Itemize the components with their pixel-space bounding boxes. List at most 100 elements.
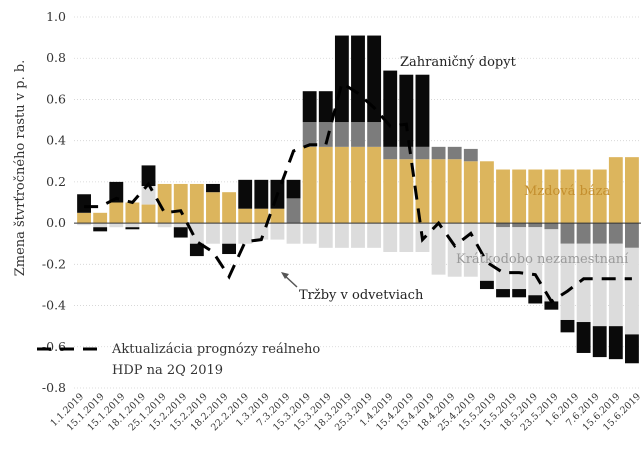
bar-segment [608, 326, 623, 360]
bar-segment [544, 169, 559, 224]
y-axis-label: Zmena štvrťročného rastu v p. b. [13, 60, 28, 277]
bar-segment [399, 223, 414, 252]
bar-segment [222, 223, 237, 244]
bar-segment [576, 223, 591, 244]
bar-segment [512, 223, 527, 228]
bar-segment [447, 159, 462, 224]
bar-segment [157, 183, 172, 224]
bar-segment [125, 227, 140, 230]
bar-segment [367, 122, 382, 147]
bar-segment [512, 289, 527, 298]
bar-segment [592, 169, 607, 224]
bar-segment [496, 223, 510, 228]
bar-segment [77, 194, 91, 213]
annotation-zahranicny-dopyt: Zahraničný dopyt [400, 55, 517, 70]
bar-segment [254, 179, 269, 209]
y-tick-label: 1.0 [46, 9, 66, 24]
bar-segment [238, 208, 253, 224]
bar-segment [608, 157, 623, 224]
bar-segment [447, 223, 462, 277]
annotation-trzby-v-odvetviach: Tržby v odvetviach [299, 288, 424, 303]
bar-segment [528, 223, 543, 228]
bar-segment [544, 301, 559, 310]
bar-segment [560, 169, 575, 224]
bar-segment [351, 35, 365, 123]
bar-segment [367, 35, 382, 123]
bar-segment [415, 159, 430, 224]
bar-segment [625, 223, 639, 248]
bar-segment [528, 295, 543, 304]
bar-segment [512, 169, 527, 224]
bar-segment [334, 223, 349, 248]
bar-segment [447, 146, 462, 160]
bar-segment [302, 223, 317, 244]
bar-segment [222, 243, 237, 255]
y-tick-label: 0.4 [46, 133, 66, 148]
bar-segment [496, 169, 510, 224]
bar-segment [189, 223, 204, 244]
bar-segment [270, 208, 285, 224]
bar-segment [238, 179, 253, 209]
bar-segment [576, 243, 591, 323]
bar-segment [625, 334, 639, 364]
bar-segment [479, 161, 494, 224]
bar-segment [318, 122, 333, 147]
bar-segment [544, 223, 559, 230]
bar-segment [544, 229, 559, 302]
bar-segment [157, 223, 172, 228]
y-tick-label: 0.2 [46, 174, 66, 189]
bar-segment [206, 183, 220, 193]
forecast-line [84, 80, 632, 304]
bar-segment [383, 70, 398, 147]
bar-segment [399, 159, 414, 224]
bar-segment [528, 169, 543, 224]
bar-segment [415, 74, 430, 147]
bar-segment [334, 122, 349, 147]
bar-segment [93, 227, 108, 232]
bar-segment [383, 159, 398, 224]
bar-segment [431, 146, 446, 160]
bar-segment [109, 181, 124, 203]
legend-label-line2: HDP na 2Q 2019 [112, 363, 223, 378]
legend-label-line1: Aktualizácia prognózy reálneho [111, 342, 320, 357]
bar-segment [576, 322, 591, 353]
bar-segment [189, 243, 204, 257]
bar-segment [93, 223, 108, 228]
annotation-mzdova-baza: Mzdová báza [524, 184, 610, 199]
bar-segment [254, 223, 269, 240]
bar-segment [431, 159, 446, 224]
bar-segment [286, 198, 301, 224]
bar-segment [173, 223, 188, 228]
bar-segment [625, 157, 639, 224]
bar-segment [463, 148, 478, 162]
bar-segment [334, 146, 349, 224]
annotation-trzby-arrow [281, 272, 298, 288]
bar-segment [125, 202, 140, 224]
bar-segment [592, 223, 607, 244]
bar-segment [479, 223, 494, 281]
bar-segment [608, 223, 623, 244]
bar-segment [77, 212, 91, 224]
y-tick-label: -0.4 [42, 298, 66, 313]
bar-segment [141, 165, 156, 187]
bar-segment [270, 223, 285, 240]
bar-segment [496, 227, 510, 290]
y-tick-label: 0.0 [46, 215, 66, 230]
bar-segment [399, 74, 414, 147]
y-tick-label: 0.8 [46, 50, 66, 65]
bar-segment [318, 91, 333, 123]
y-tick-label: -0.2 [42, 256, 66, 271]
bar-segment [351, 122, 365, 147]
bar-segment [206, 223, 220, 244]
bar-segment [592, 243, 607, 327]
bar-segment [286, 223, 301, 244]
bar-segment [560, 319, 575, 333]
bar-segment [351, 146, 365, 224]
bar-segment [77, 223, 91, 226]
bar-segment [141, 204, 156, 224]
bar-segment [592, 326, 607, 358]
annotation-kratkodobo-nezamestnani: Krátkodobo nezamestnaní [456, 252, 629, 267]
bar-segment [302, 91, 317, 123]
bar-segment [383, 146, 398, 160]
bar-segment [173, 183, 188, 224]
